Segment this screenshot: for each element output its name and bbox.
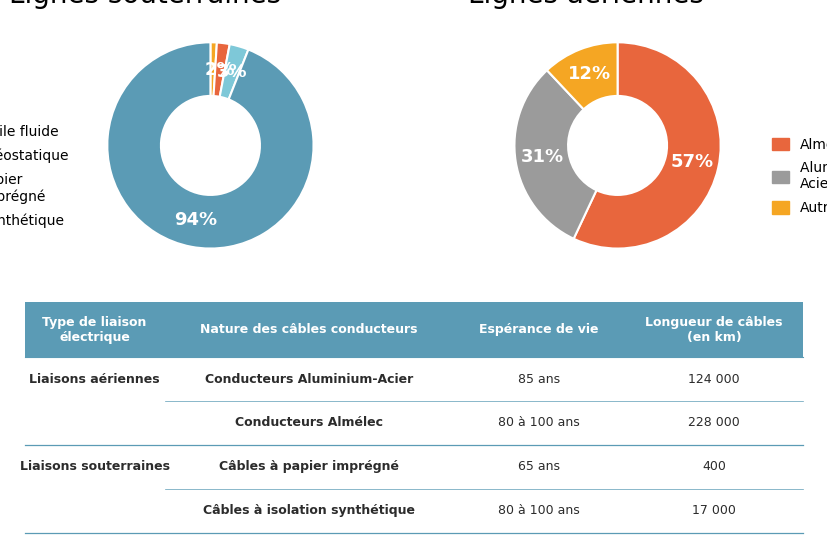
Text: 85 ans: 85 ans [517, 372, 559, 386]
Text: Lignes aériennes: Lignes aériennes [467, 0, 703, 9]
Wedge shape [219, 44, 248, 99]
Text: Liaisons aériennes: Liaisons aériennes [29, 372, 160, 386]
Text: 80 à 100 ans: 80 à 100 ans [497, 417, 579, 429]
Text: 3%: 3% [216, 63, 246, 81]
Text: Nature des câbles conducteurs: Nature des câbles conducteurs [200, 323, 417, 336]
Wedge shape [547, 42, 617, 109]
Text: Câbles à papier imprégné: Câbles à papier imprégné [218, 460, 399, 473]
Text: 57%: 57% [670, 153, 713, 171]
Text: Longueur de câbles
(en km): Longueur de câbles (en km) [644, 316, 782, 343]
Wedge shape [213, 42, 229, 97]
Wedge shape [514, 71, 595, 239]
Wedge shape [210, 42, 217, 96]
Text: 400: 400 [701, 460, 725, 473]
Text: 31%: 31% [520, 148, 563, 166]
Text: Espérance de vie: Espérance de vie [478, 323, 598, 336]
FancyBboxPatch shape [25, 302, 802, 357]
Wedge shape [108, 42, 313, 249]
Text: Type de liaison
électrique: Type de liaison électrique [42, 316, 146, 343]
Text: Conducteurs Almélec: Conducteurs Almélec [235, 417, 382, 429]
Text: 228 000: 228 000 [687, 417, 739, 429]
Text: Liaisons souterraines: Liaisons souterraines [20, 460, 170, 473]
Legend: Huile fluide, Oléostatique, Papier
imprégné, Synthétique: Huile fluide, Oléostatique, Papier impré… [0, 120, 74, 234]
Text: 12%: 12% [567, 66, 610, 84]
Text: 124 000: 124 000 [687, 372, 739, 386]
Text: 17 000: 17 000 [691, 504, 735, 517]
Text: 65 ans: 65 ans [517, 460, 559, 473]
Text: 80 à 100 ans: 80 à 100 ans [497, 504, 579, 517]
Text: Conducteurs Aluminium-Acier: Conducteurs Aluminium-Acier [204, 372, 413, 386]
Legend: Almélec, Aluminium -
Acier, Autres: Almélec, Aluminium - Acier, Autres [766, 132, 827, 221]
Wedge shape [573, 42, 719, 249]
Text: Lignes souterraines: Lignes souterraines [9, 0, 281, 9]
Text: Câbles à isolation synthétique: Câbles à isolation synthétique [203, 504, 414, 517]
Text: 94%: 94% [174, 212, 218, 229]
Text: 2%: 2% [204, 61, 235, 79]
